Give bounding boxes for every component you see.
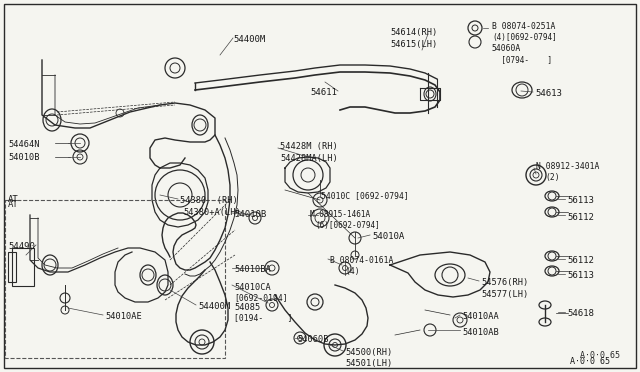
Bar [8,252,16,282]
Text: N 08912-3401A: N 08912-3401A [536,162,600,171]
Text: 56112: 56112 [567,213,594,222]
Text: 54010AA: 54010AA [462,312,499,321]
Text: 54010C [0692-0794]: 54010C [0692-0794] [321,191,409,200]
Text: B 08074-0161A: B 08074-0161A [330,256,394,265]
Bar [5,200,225,358]
Text: [0194-     ]: [0194- ] [234,313,292,322]
Text: 54010BA: 54010BA [234,265,271,274]
Text: 54464N: 54464N [8,140,40,149]
Text: 54010B: 54010B [8,153,40,162]
Text: AT: AT [8,200,19,209]
Text: M 08915-1461A: M 08915-1461A [310,210,370,219]
Text: 54428M (RH): 54428M (RH) [280,142,338,151]
Text: 54085: 54085 [234,303,260,312]
Text: A·0·0 65: A·0·0 65 [570,357,610,366]
Text: 56112: 56112 [567,256,594,265]
Text: [0692-0194]: [0692-0194] [234,293,287,302]
Text: 54613: 54613 [535,89,562,98]
Text: 54010CA: 54010CA [234,283,271,292]
Text: 54618: 54618 [567,309,594,318]
Text: 54010A: 54010A [372,232,404,241]
Text: (6)[0692-0794]: (6)[0692-0794] [315,221,380,230]
Text: 54400M: 54400M [198,302,230,311]
Text: 54010AE: 54010AE [105,312,141,321]
Text: 54380+A(LH): 54380+A(LH) [183,208,241,217]
Text: (4): (4) [345,267,360,276]
Text: B 08074-0251A: B 08074-0251A [492,22,556,31]
Text: 54500(RH): 54500(RH) [345,348,392,357]
Text: 54060A: 54060A [492,44,521,53]
Text: 54010AB: 54010AB [462,328,499,337]
Text: 54615(LH): 54615(LH) [390,40,437,49]
Text: 54380  (RH): 54380 (RH) [180,196,237,205]
Text: 54400M: 54400M [233,35,265,44]
Text: 54490: 54490 [8,242,35,251]
Text: (4)[0692-0794]: (4)[0692-0794] [492,33,557,42]
Text: 54501(LH): 54501(LH) [345,359,392,368]
Text: 54010B: 54010B [234,210,266,219]
Text: 56113: 56113 [567,196,594,205]
Text: 56113: 56113 [567,271,594,280]
Text: 54576(RH): 54576(RH) [481,278,528,287]
Text: AT: AT [8,195,19,204]
Text: 54577(LH): 54577(LH) [481,290,528,299]
Text: A·0·0 65: A·0·0 65 [580,351,620,360]
Text: [0794-    ]: [0794- ] [492,55,552,64]
Text: 54428MA(LH): 54428MA(LH) [280,154,338,163]
Bar [12,248,34,286]
Text: 54611: 54611 [310,88,337,97]
Text: (2): (2) [545,173,559,182]
Text: 54614(RH): 54614(RH) [390,28,437,37]
Text: 54060B: 54060B [297,335,328,344]
